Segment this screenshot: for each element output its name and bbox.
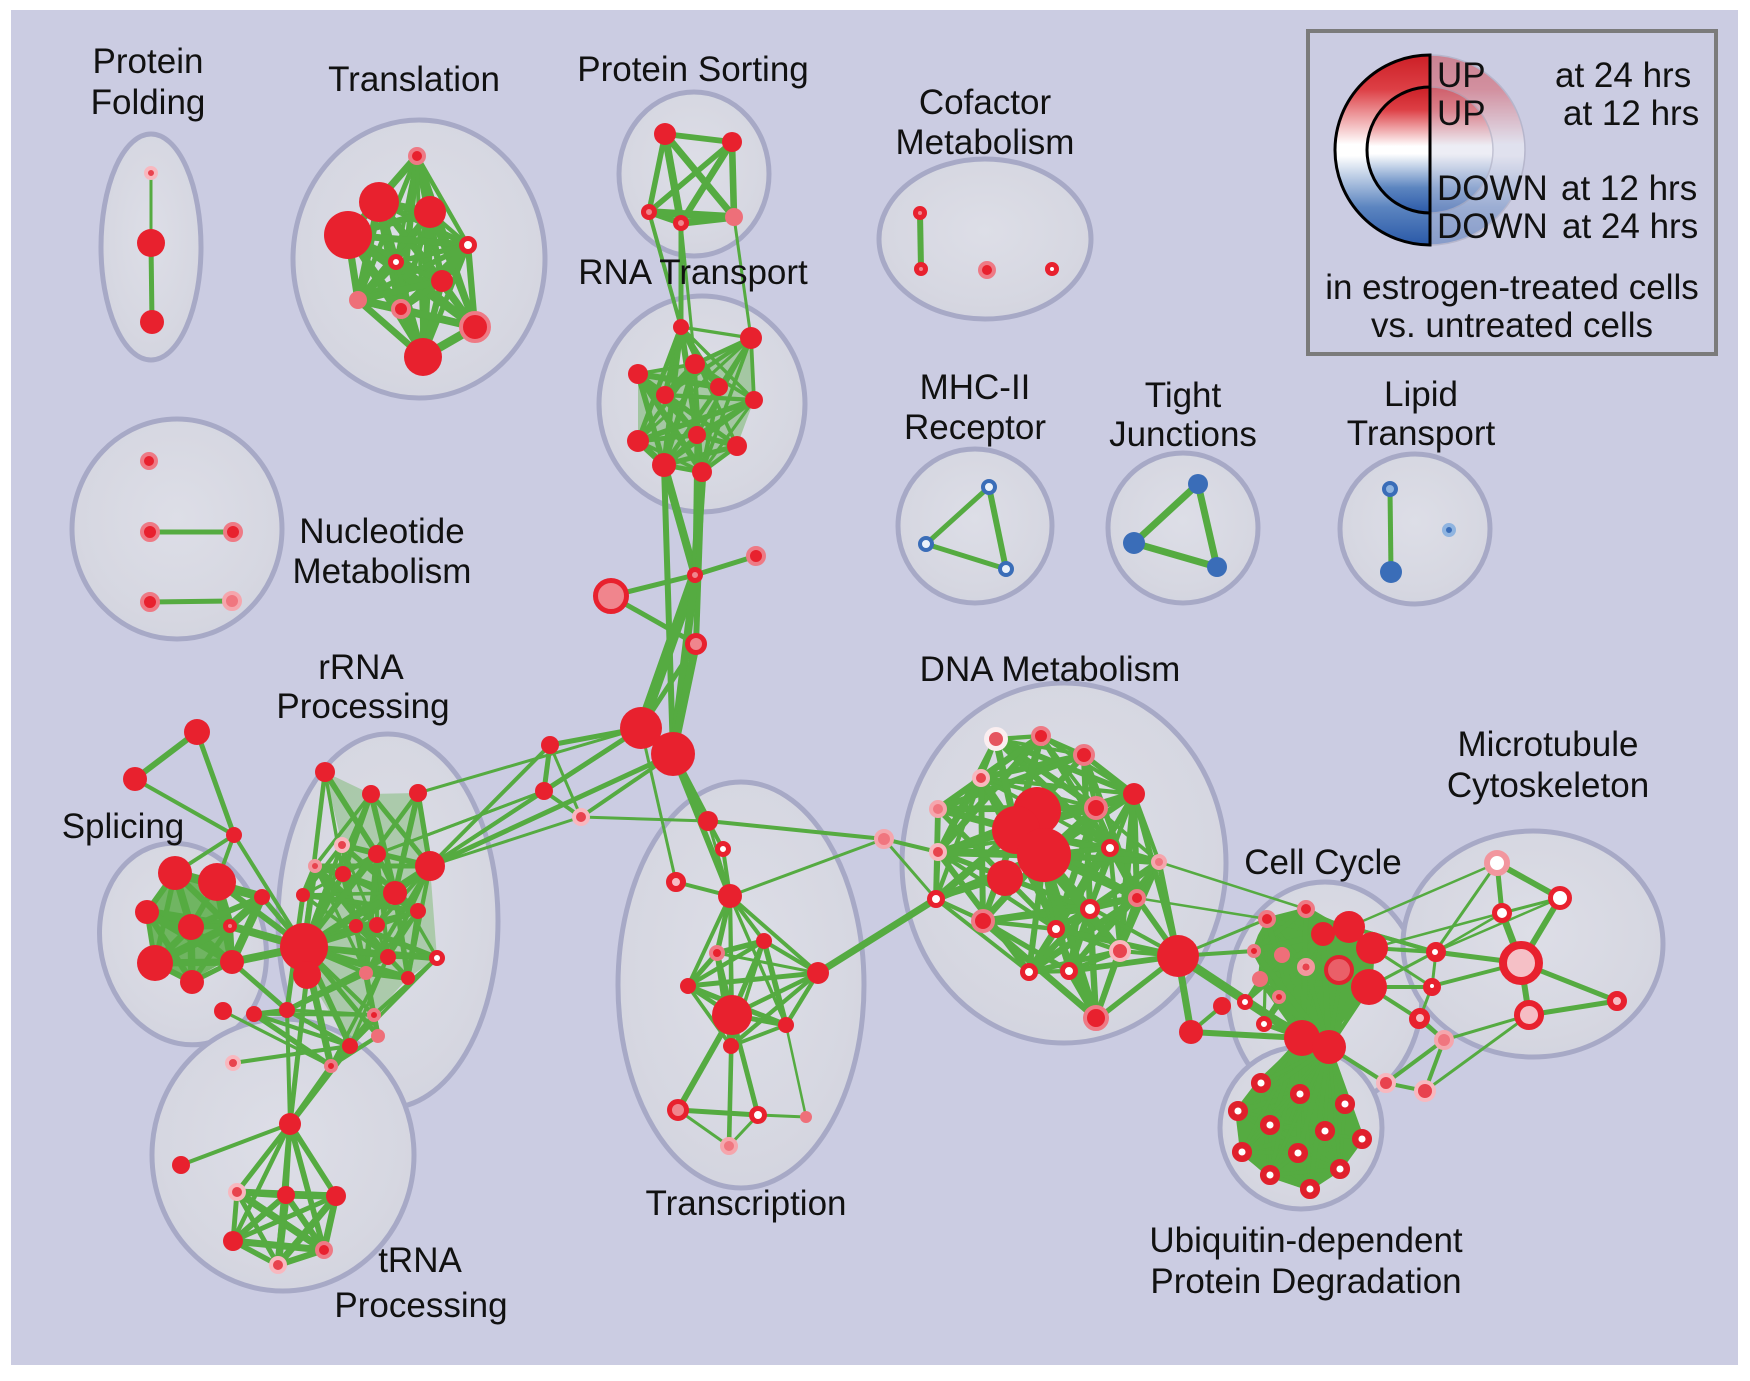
svg-text:vs. untreated cells: vs. untreated cells [1371,306,1653,345]
svg-text:Transport: Transport [1347,414,1496,453]
svg-text:UP: UP [1437,94,1486,133]
svg-text:Protein: Protein [93,42,204,81]
svg-text:Processing: Processing [334,1286,507,1325]
svg-text:Translation: Translation [328,60,500,99]
svg-text:Metabolism: Metabolism [896,123,1075,162]
svg-text:Protein Degradation: Protein Degradation [1150,1262,1461,1301]
svg-text:UP: UP [1437,56,1486,95]
svg-text:at 24 hrs: at 24 hrs [1555,56,1691,95]
svg-text:Transcription: Transcription [646,1184,847,1223]
svg-text:Microtubule: Microtubule [1458,725,1639,764]
svg-text:Cofactor: Cofactor [919,83,1052,122]
svg-text:Ubiquitin-dependent: Ubiquitin-dependent [1149,1221,1463,1260]
svg-text:Receptor: Receptor [904,408,1046,447]
svg-text:Folding: Folding [91,83,206,122]
svg-text:DOWN: DOWN [1437,169,1548,208]
svg-text:rRNA: rRNA [318,648,404,687]
svg-text:Tight: Tight [1145,376,1222,415]
svg-text:Cytoskeleton: Cytoskeleton [1447,766,1649,805]
svg-text:Nucleotide: Nucleotide [299,512,464,551]
svg-text:Splicing: Splicing [62,807,185,846]
svg-text:Lipid: Lipid [1384,375,1458,414]
svg-text:DNA Metabolism: DNA Metabolism [920,650,1181,689]
svg-text:Metabolism: Metabolism [293,552,472,591]
svg-text:at 12 hrs: at 12 hrs [1563,94,1699,133]
svg-text:Processing: Processing [276,687,449,726]
svg-text:at 24 hrs: at 24 hrs [1562,207,1698,246]
svg-text:Junctions: Junctions [1109,415,1257,454]
svg-text:DOWN: DOWN [1437,207,1548,246]
svg-text:in estrogen-treated cells: in estrogen-treated cells [1325,268,1699,307]
svg-text:at 12 hrs: at 12 hrs [1561,169,1697,208]
svg-text:Protein Sorting: Protein Sorting [577,50,809,89]
svg-text:MHC-II: MHC-II [920,368,1031,407]
svg-text:RNA Transport: RNA Transport [578,253,808,292]
svg-text:tRNA: tRNA [378,1241,462,1280]
svg-text:Cell Cycle: Cell Cycle [1244,843,1402,882]
